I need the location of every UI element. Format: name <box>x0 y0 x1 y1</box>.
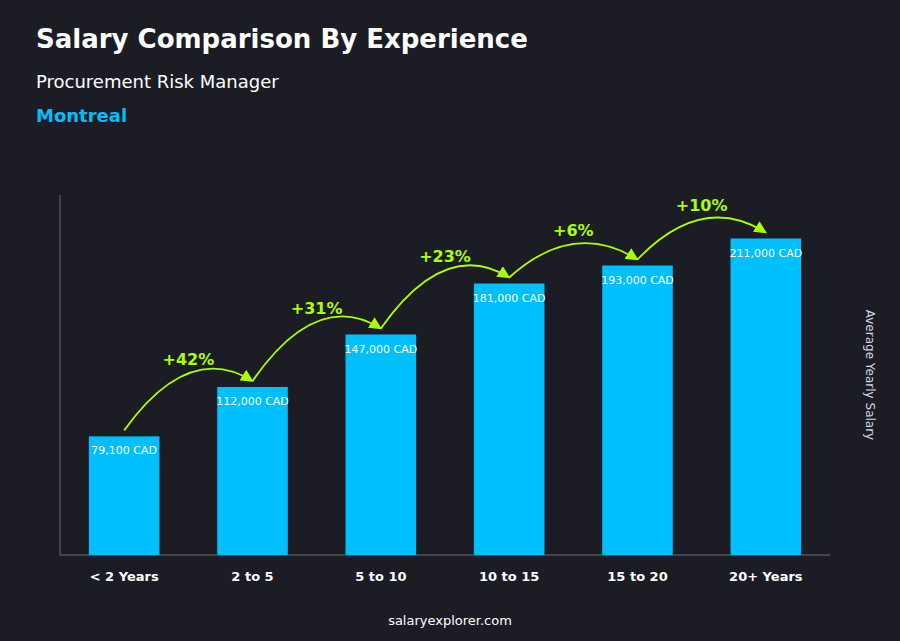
background <box>0 0 900 641</box>
bar <box>89 436 160 555</box>
title: Salary Comparison By Experience <box>36 24 528 54</box>
change-arrow <box>124 369 252 431</box>
bar <box>474 284 545 556</box>
y-axis-label: Average Yearly Salary <box>863 310 877 440</box>
change-annotation: +31% <box>291 299 343 318</box>
data-label: 79,100 CAD <box>91 444 157 457</box>
subtitle: Montreal <box>36 105 127 126</box>
change-arrow <box>253 316 381 381</box>
change-annotation: +23% <box>419 247 471 266</box>
bars <box>89 239 801 556</box>
x-tick-label: 5 to 10 <box>355 569 406 584</box>
change-annotation: +6% <box>553 221 594 240</box>
chart: Salary Comparison By Experience Procureme… <box>0 0 900 641</box>
change-annotation: +10% <box>676 196 728 215</box>
bar <box>217 387 288 555</box>
bar <box>346 335 417 556</box>
bar <box>731 239 802 556</box>
x-tick-label: 2 to 5 <box>231 569 273 584</box>
bar <box>602 266 673 556</box>
subtitle: Procurement Risk Manager <box>36 71 279 92</box>
data-label: 181,000 CAD <box>473 292 546 305</box>
data-label: 193,000 CAD <box>601 274 674 287</box>
change-annotation: +42% <box>162 350 214 369</box>
x-tick-label: 15 to 20 <box>607 569 667 584</box>
x-axis-line <box>60 555 830 556</box>
x-tick-label: < 2 Years <box>90 569 159 584</box>
change-arrow <box>381 265 509 328</box>
change-arrow <box>638 218 766 260</box>
x-tick-label: 10 to 15 <box>479 569 539 584</box>
data-label: 112,000 CAD <box>216 395 289 408</box>
y-axis-line <box>60 195 61 555</box>
data-label: 211,000 CAD <box>729 247 802 260</box>
data-label: 147,000 CAD <box>344 343 417 356</box>
footer: salaryexplorer.com <box>388 613 512 628</box>
change-arrow <box>509 243 637 277</box>
x-tick-label: 20+ Years <box>729 569 803 584</box>
